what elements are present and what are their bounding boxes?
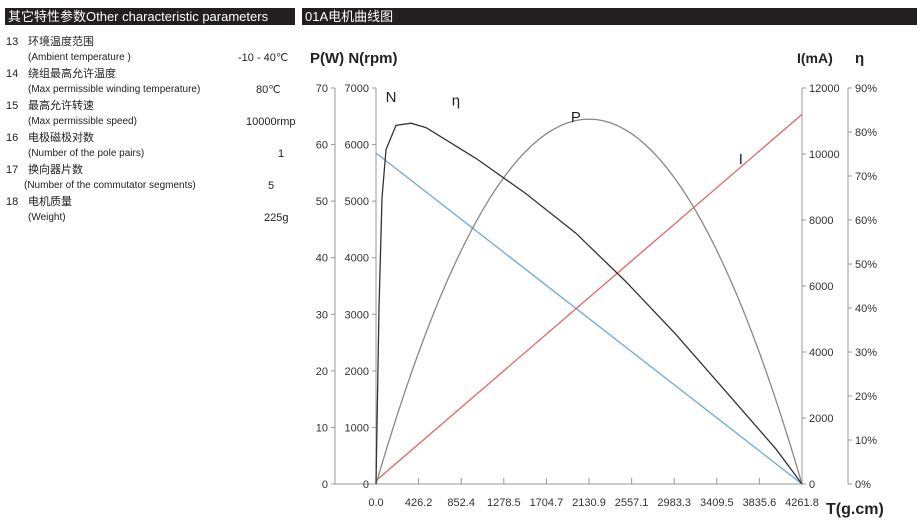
param-title-row: 15 最高允许转速 xyxy=(6,98,306,114)
x-tick-label: 1278.5 xyxy=(487,497,521,509)
param-detail-row: (Ambient temperature ) -10 - 40℃ xyxy=(6,50,306,66)
param-detail-row: (Max permissible speed) 10000rmp xyxy=(6,114,306,130)
x-tick-label: 3409.5 xyxy=(700,497,734,509)
param-value: 225g xyxy=(264,212,289,224)
param-name-cn: 电机质量 xyxy=(28,196,72,208)
x-tick-label: 3835.6 xyxy=(743,497,777,509)
series-line-I xyxy=(375,113,803,482)
tick-label-P: 40 xyxy=(316,253,328,265)
param-name-cn: 绕组最高允许温度 xyxy=(28,68,116,80)
tick-label-I: 12000 xyxy=(809,83,840,95)
param-value: 10000rmp xyxy=(246,116,296,128)
tick-label-I: 0 xyxy=(809,479,815,491)
param-name-en: (Ambient temperature ) xyxy=(28,52,131,63)
param-value: 1 xyxy=(278,148,285,160)
param-name-cn: 电极磁极对数 xyxy=(28,132,94,144)
param-number: 16 xyxy=(6,132,19,144)
tick-label-eta: 80% xyxy=(855,127,877,139)
curve-label: P xyxy=(571,109,581,126)
x-tick-label: 0.0 xyxy=(368,497,383,509)
x-tick-label: 4261.8 xyxy=(785,497,819,509)
param-title-row: 18 电机质量 xyxy=(6,194,306,210)
tick-label-eta: 70% xyxy=(855,171,877,183)
param-value: -10 - 40℃ xyxy=(238,52,289,64)
x-tick-label: 852.4 xyxy=(447,497,475,509)
param-name-en: (Number of the commutator segments) xyxy=(24,180,196,191)
tick-label-P: 60 xyxy=(316,140,328,152)
tick-label-eta: 90% xyxy=(855,83,877,95)
curve-label: I xyxy=(739,151,743,168)
tick-label-N: 2000 xyxy=(345,366,369,378)
curve-label: η xyxy=(452,93,460,110)
param-name-en: (Max permissible winding temperature) xyxy=(28,84,201,95)
param-number: 13 xyxy=(6,36,19,48)
param-name-en: (Max permissible speed) xyxy=(28,116,137,127)
param-number: 14 xyxy=(6,68,19,80)
section-header-parameters: 其它特性参数Other characteristic parameters xyxy=(5,8,295,25)
param-title-row: 13 环境温度范围 xyxy=(6,34,306,50)
tick-label-P: 70 xyxy=(316,83,328,95)
param-detail-row: (Weight) 225g xyxy=(6,210,306,226)
series-line-eta xyxy=(375,122,803,485)
param-name-en: (Weight) xyxy=(28,212,66,223)
tick-label-P: 30 xyxy=(316,309,328,321)
tick-label-eta: 20% xyxy=(855,391,877,403)
x-tick-label: 2983.3 xyxy=(657,497,691,509)
tick-label-N: 6000 xyxy=(345,140,369,152)
param-value: 5 xyxy=(268,180,275,192)
param-name-cn: 最高允许转速 xyxy=(28,100,94,112)
tick-label-I: 2000 xyxy=(809,413,833,425)
tick-label-eta: 40% xyxy=(855,303,877,315)
tick-label-N: 3000 xyxy=(345,309,369,321)
param-detail-row: (Number of the pole pairs) 1 xyxy=(6,146,306,162)
param-number: 15 xyxy=(6,100,19,112)
tick-label-N: 0 xyxy=(363,479,369,491)
right-axis-title-current: I(mA) xyxy=(797,50,833,66)
tick-label-I: 4000 xyxy=(809,347,833,359)
series-line-N xyxy=(375,152,803,485)
right-axis-title-efficiency: η xyxy=(855,50,864,67)
parameters-list: 13 环境温度范围 (Ambient temperature ) -10 - 40℃ 1… xyxy=(6,34,306,226)
param-title-row: 16 电极磁极对数 xyxy=(6,130,306,146)
param-number: 17 xyxy=(6,164,19,176)
tick-label-N: 5000 xyxy=(345,196,369,208)
tick-label-I: 6000 xyxy=(809,281,833,293)
left-axis-title: P(W) N(rpm) xyxy=(310,50,397,67)
tick-label-eta: 50% xyxy=(855,259,877,271)
x-tick-label: 2557.1 xyxy=(615,497,649,509)
param-detail-row: (Number of the commutator segments) 5 xyxy=(6,178,306,194)
tick-label-eta: 30% xyxy=(855,347,877,359)
x-axis-title: T(g.cm) xyxy=(826,501,884,518)
param-title-row: 17 换向器片数 xyxy=(6,162,306,178)
param-value: 80℃ xyxy=(256,84,281,96)
tick-label-P: 10 xyxy=(316,422,328,434)
param-name-cn: 环境温度范围 xyxy=(28,36,94,48)
curve-label: N xyxy=(386,89,397,106)
tick-label-N: 1000 xyxy=(345,422,369,434)
param-name-cn: 换向器片数 xyxy=(28,164,83,176)
param-title-row: 14 绕组最高允许温度 xyxy=(6,66,306,82)
tick-label-I: 10000 xyxy=(809,149,840,161)
tick-label-eta: 0% xyxy=(855,479,871,491)
param-name-en: (Number of the pole pairs) xyxy=(28,148,145,159)
series-line-P xyxy=(375,118,803,485)
tick-label-eta: 10% xyxy=(855,435,877,447)
x-tick-label: 1704.7 xyxy=(530,497,564,509)
tick-label-P: 50 xyxy=(316,196,328,208)
tick-label-N: 7000 xyxy=(345,83,369,95)
x-tick-label: 2130.9 xyxy=(572,497,606,509)
tick-label-I: 8000 xyxy=(809,215,833,227)
tick-label-N: 4000 xyxy=(345,253,369,265)
x-tick-label: 426.2 xyxy=(405,497,433,509)
section-header-curve: 01A电机曲线图 xyxy=(302,8,917,25)
tick-label-P: 0 xyxy=(322,479,328,491)
param-number: 18 xyxy=(6,196,19,208)
tick-label-eta: 60% xyxy=(855,215,877,227)
param-detail-row: (Max permissible winding temperature) 80℃ xyxy=(6,82,306,98)
tick-label-P: 20 xyxy=(316,366,328,378)
